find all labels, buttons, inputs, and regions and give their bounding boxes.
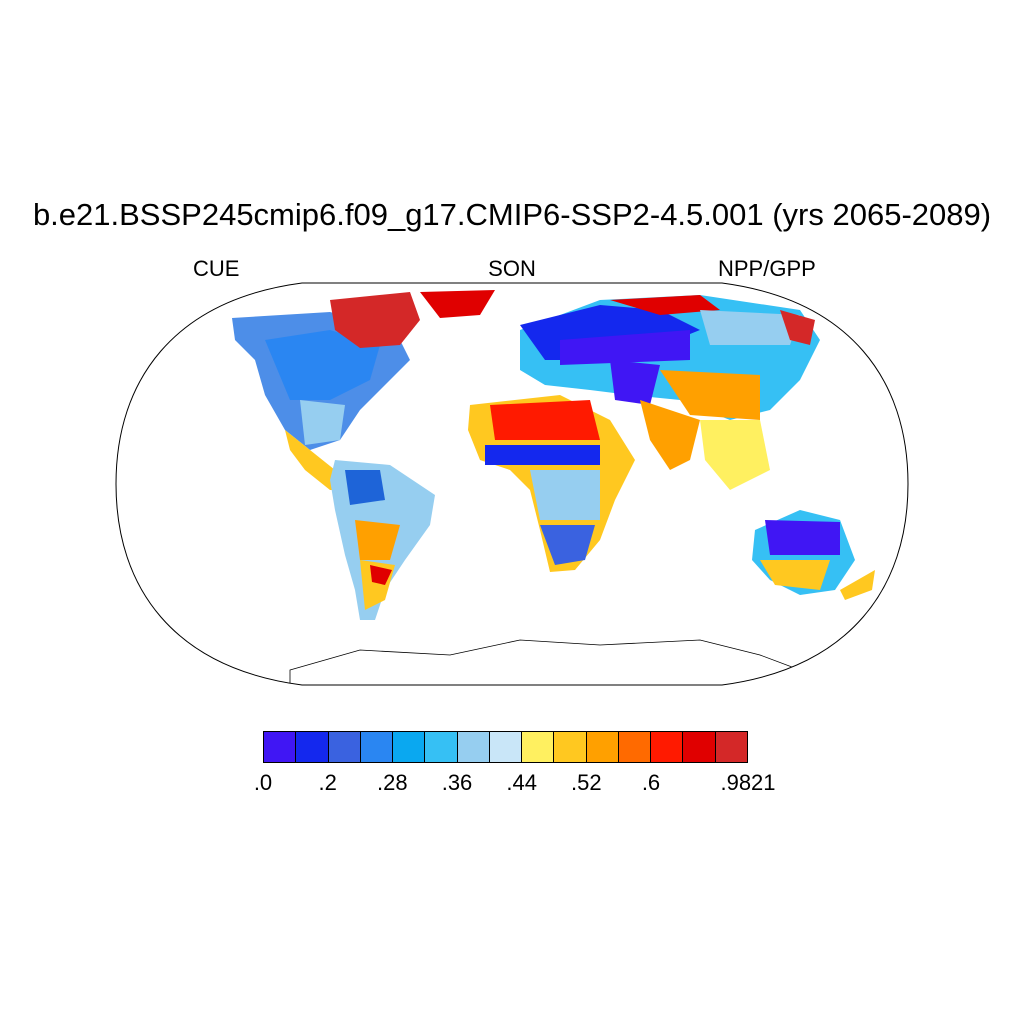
colorbar-label: .6 — [641, 770, 661, 795]
colorbar-label: .44 — [506, 770, 537, 795]
antarctica-outline — [289, 639, 801, 685]
colorbar-swatch-2 — [328, 732, 361, 762]
colorbar-label: .28 — [377, 770, 408, 795]
colorbar-swatch-1 — [296, 732, 329, 762]
colorbar-swatch-11 — [618, 732, 652, 762]
colorbar-swatch-7 — [489, 732, 523, 762]
south-asia-region — [640, 400, 770, 490]
colorbar-swatch-6 — [457, 732, 490, 762]
colorbar-swatch-4 — [393, 732, 426, 762]
colorbar-label: .9821 — [720, 770, 776, 795]
colorbar-label: .0 — [253, 770, 273, 795]
colorbar-swatch-13 — [683, 732, 716, 762]
colorbar-labels: .0 .2 .28 .36 .44 .52 .6 .9821 — [0, 770, 1024, 800]
plot-title: b.e21.BSSP245cmip6.f09_g17.CMIP6-SSP2-4.… — [32, 197, 992, 232]
colorbar-swatch-3 — [360, 732, 394, 762]
africa-region — [468, 395, 635, 572]
colorbar-swatch-12 — [651, 732, 684, 762]
season-label: SON — [488, 256, 536, 281]
australia-region — [752, 510, 875, 600]
colorbar-label: .52 — [571, 770, 602, 795]
colorbar-swatch-9 — [554, 732, 587, 762]
europe-asia-region — [520, 295, 820, 420]
colorbar-label: .36 — [441, 770, 473, 795]
colorbar — [263, 731, 748, 763]
colorbar-label: .2 — [318, 770, 337, 795]
colorbar-swatch-8 — [522, 732, 555, 762]
colorbar-swatch-14 — [715, 732, 747, 762]
colorbar-swatch-10 — [586, 732, 619, 762]
variable-label: CUE — [193, 256, 240, 281]
map-boundary — [115, 282, 909, 686]
greenland-region — [330, 290, 495, 348]
central-america-region — [285, 430, 345, 490]
colorbar-swatch-5 — [425, 732, 458, 762]
colorbar-swatch-0 — [264, 732, 297, 762]
south-america-region — [330, 460, 435, 620]
units-label: NPP/GPP — [718, 256, 816, 281]
